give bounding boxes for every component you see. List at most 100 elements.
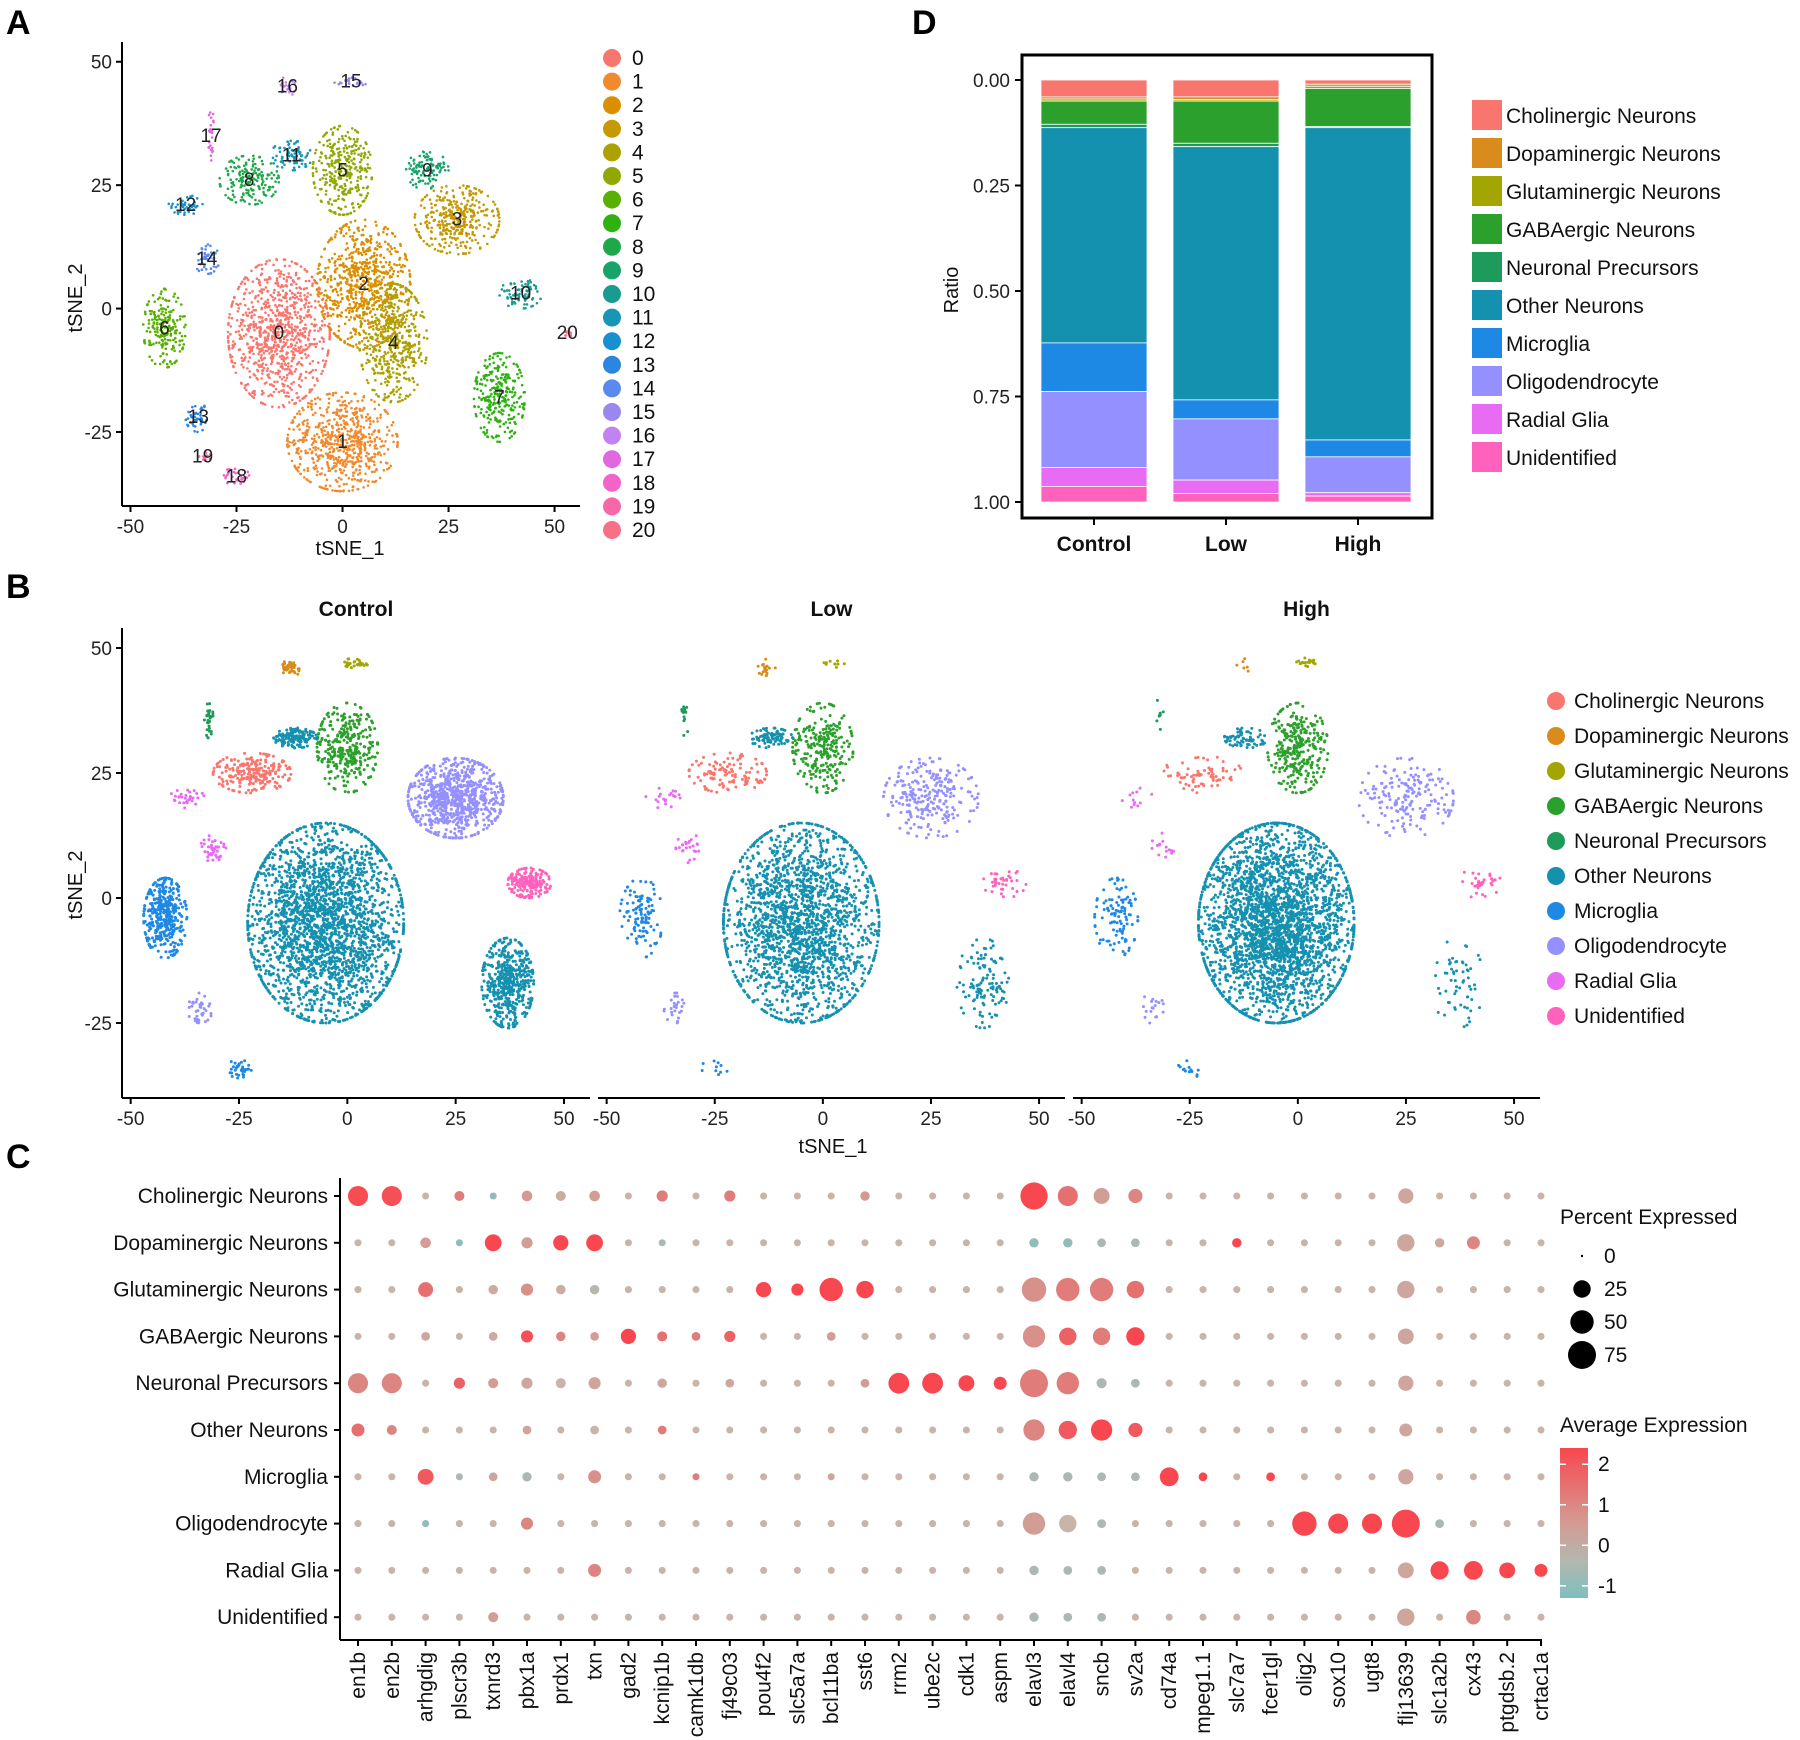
tsne-point-cluster-5 bbox=[320, 200, 323, 204]
tsne-point-cluster-8 bbox=[241, 198, 245, 202]
tsne-point-cluster-0 bbox=[277, 284, 280, 288]
tsne-point-cluster-1 bbox=[337, 476, 341, 480]
legend-swatch-cluster-3 bbox=[603, 119, 621, 138]
tsne-point-cluster-4 bbox=[382, 371, 385, 375]
tsne-point-cluster-2 bbox=[340, 254, 344, 257]
tsne-point-cluster-4 bbox=[412, 358, 416, 361]
tsne-point-cluster-4 bbox=[407, 334, 411, 337]
tsne-point-cluster-4 bbox=[390, 391, 394, 394]
tsne-point-cluster-1 bbox=[333, 418, 336, 421]
tsne-point-cluster-4 bbox=[397, 388, 400, 391]
tsne-point-glutaminergic-neurons bbox=[343, 660, 347, 664]
tsne-point-cluster-1 bbox=[350, 478, 354, 481]
tsne-point-cluster-0 bbox=[256, 346, 259, 350]
tsne-point-cluster-2 bbox=[361, 241, 365, 245]
tsne-point-cluster-11 bbox=[306, 151, 310, 155]
tsne-point-cluster-2 bbox=[333, 252, 337, 256]
tsne-point-cluster-0 bbox=[298, 375, 302, 379]
tsne-point-cluster-6 bbox=[153, 315, 157, 319]
tsne-point-cluster-1 bbox=[312, 461, 316, 464]
tsne-point-cluster-2 bbox=[342, 234, 346, 238]
tsne-point-cluster-4 bbox=[404, 356, 408, 359]
tsne-point-cluster-14 bbox=[204, 244, 208, 248]
tsne-point-cluster-3 bbox=[479, 209, 483, 213]
tsne-point-cluster-0 bbox=[304, 279, 308, 283]
tsne-point-cluster-2 bbox=[385, 310, 389, 314]
tsne-point-cluster-3 bbox=[431, 243, 434, 246]
tsne-point-cluster-0 bbox=[258, 281, 262, 284]
tsne-point-cluster-1 bbox=[355, 442, 359, 445]
tsne-point-cluster-5 bbox=[330, 179, 334, 183]
tsne-point-cluster-2 bbox=[355, 314, 358, 317]
tsne-point-cluster-5 bbox=[313, 151, 317, 155]
tsne-point-cluster-3 bbox=[438, 213, 442, 217]
tsne-point-cluster-0 bbox=[304, 343, 308, 347]
tsne-point-cluster-1 bbox=[314, 464, 318, 468]
tsne-point-cluster-8 bbox=[275, 170, 279, 173]
tsne-point-cluster-1 bbox=[325, 487, 329, 491]
tsne-point-cluster-1 bbox=[344, 465, 347, 469]
tsne-point-cluster-1 bbox=[373, 463, 376, 467]
tsne-point-cluster-2 bbox=[364, 299, 368, 303]
tsne-point-cluster-4 bbox=[397, 372, 401, 376]
tsne-point-cluster-0 bbox=[257, 263, 261, 267]
tsne-point-cluster-0 bbox=[299, 362, 303, 366]
tsne-point-cluster-1 bbox=[351, 419, 355, 423]
tsne-point-cluster-1 bbox=[336, 460, 340, 463]
tsne-point-cluster-1 bbox=[314, 453, 318, 456]
tsne-point-cluster-1 bbox=[378, 476, 382, 480]
tsne-point-cluster-0 bbox=[326, 352, 330, 355]
tsne-point-cluster-7 bbox=[504, 381, 508, 384]
tsne-point-cluster-2 bbox=[320, 310, 324, 314]
tsne-point-cluster-1 bbox=[334, 391, 338, 395]
tsne-point-cluster-7 bbox=[492, 379, 495, 382]
tsne-point-cluster-5 bbox=[365, 194, 369, 198]
tsne-point-cluster-1 bbox=[361, 409, 364, 412]
tsne-point-cluster-1 bbox=[362, 486, 365, 489]
tsne-point-cluster-4 bbox=[381, 303, 384, 307]
tsne-point-cluster-2 bbox=[370, 255, 374, 258]
tsne-point-cluster-1 bbox=[364, 454, 368, 458]
tsne-point-cluster-1 bbox=[359, 430, 362, 434]
tsne-point-cluster-0 bbox=[280, 285, 284, 288]
tsne-point-cluster-2 bbox=[331, 289, 335, 293]
tsne-point-cluster-4 bbox=[379, 330, 383, 334]
tsne-point-cluster-10 bbox=[528, 279, 532, 282]
tsne-point-cluster-1 bbox=[335, 410, 339, 414]
tsne-point-cluster-0 bbox=[278, 275, 282, 278]
tsne-point-cluster-1 bbox=[352, 440, 356, 443]
tsne-point-cluster-3 bbox=[445, 251, 449, 255]
tsne-point-cluster-0 bbox=[307, 334, 311, 337]
cluster-label: 9 bbox=[422, 160, 433, 181]
tsne-point-cluster-2 bbox=[377, 233, 380, 237]
tsne-point-cluster-1 bbox=[379, 416, 382, 419]
tsne-point-cluster-1 bbox=[357, 431, 360, 435]
tsne-point-cluster-0 bbox=[233, 342, 237, 346]
tsne-point-cluster-2 bbox=[339, 257, 342, 261]
tsne-point-cluster-0 bbox=[305, 299, 308, 302]
tsne-point-cluster-5 bbox=[341, 213, 345, 217]
tsne-point-cluster-6 bbox=[178, 343, 181, 347]
legend-label-cluster: 17 bbox=[632, 448, 655, 471]
tsne-point-cluster-2 bbox=[388, 269, 392, 272]
legend-label-cluster: 10 bbox=[632, 283, 655, 306]
tsne-point-cluster-6 bbox=[164, 347, 168, 351]
tsne-point-cluster-4 bbox=[411, 322, 415, 326]
tsne-point-cluster-2 bbox=[370, 288, 373, 292]
tsne-point-cluster-5 bbox=[322, 173, 326, 177]
tsne-point-cluster-8 bbox=[262, 190, 265, 194]
tsne-point-cluster-4 bbox=[385, 291, 389, 295]
tsne-point-cluster-2 bbox=[393, 263, 396, 266]
tsne-point-cluster-0 bbox=[311, 282, 314, 285]
tsne-point-cluster-9 bbox=[447, 169, 450, 172]
tsne-point-cluster-3 bbox=[429, 237, 433, 240]
tsne-point-cluster-0 bbox=[250, 314, 253, 318]
tsne-point-cluster-3 bbox=[474, 192, 478, 196]
tsne-point-cluster-3 bbox=[443, 237, 447, 241]
tsne-point-cluster-6 bbox=[172, 308, 175, 312]
tsne-point-cluster-0 bbox=[320, 324, 324, 327]
tsne-point-cluster-4 bbox=[395, 288, 398, 292]
tsne-point-cluster-1 bbox=[322, 426, 325, 429]
tsne-point-cluster-4 bbox=[398, 339, 402, 343]
tsne-point-cluster-4 bbox=[382, 357, 386, 360]
